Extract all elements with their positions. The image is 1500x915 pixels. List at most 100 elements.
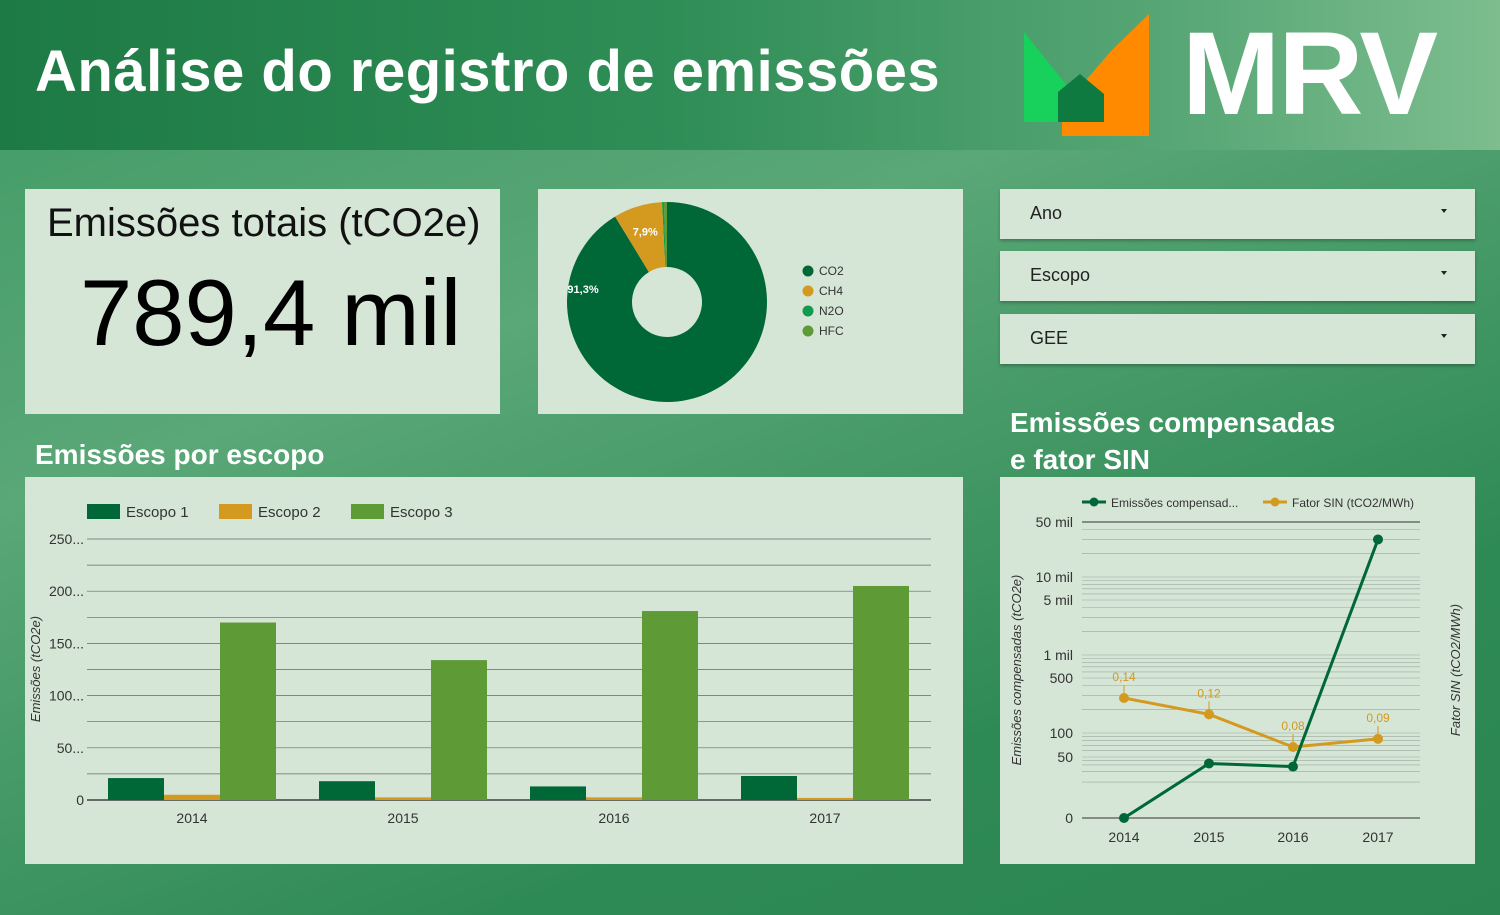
chevron-down-icon <box>1441 334 1447 338</box>
bar-escopo-1-2014 <box>108 778 164 800</box>
point-fator-sin-2015 <box>1204 709 1214 720</box>
gas-donut-panel: 7,9% 91,3% CO2 CH4 N2O HFC <box>538 189 963 414</box>
line-fator-sin <box>1123 696 1379 749</box>
scope-bar-chart: 0 50... 100... 150... 200... 250... Emissões (… <box>28 504 931 826</box>
y-axis-label: Emissões (tCO2e) <box>28 616 43 722</box>
legend-label: Escopo 1 <box>126 504 189 521</box>
legend-marker <box>802 285 814 297</box>
y-tick-label: 50 <box>1057 749 1073 765</box>
y-tick-label: 150... <box>49 635 84 651</box>
gas-donut-chart: 7,9% 91,3% CO2 CH4 N2O HFC <box>567 201 844 402</box>
mrv-logo-mark <box>1024 14 1149 136</box>
donut-data-label: 7,9% <box>633 226 658 238</box>
chevron-down-icon <box>1441 271 1447 275</box>
legend-marker <box>802 325 814 337</box>
data-label-fator-sin: 0,09 <box>1366 711 1390 725</box>
scope-filter-dropdown[interactable]: Escopo <box>1000 251 1475 301</box>
compensated-line-panel: 0 50 100 500 1 mil 5 mil 10 mil 50 mil Emissões … <box>1000 477 1475 864</box>
legend-label: CH4 <box>819 284 843 298</box>
bar-escopo-2-2015 <box>375 797 431 800</box>
bar-escopo-2-2014 <box>164 794 220 800</box>
x-tick-label: 2014 <box>176 810 207 826</box>
y-tick-label: 50... <box>57 740 84 756</box>
x-tick-label: 2015 <box>1193 829 1224 845</box>
donut-slice-n2o <box>661 202 666 268</box>
y-tick-label: 250... <box>49 531 84 547</box>
y-tick-label: 500 <box>1050 670 1074 686</box>
bar-escopo-1-2017 <box>741 775 797 800</box>
gas-filter-dropdown[interactable]: GEE <box>1000 314 1475 364</box>
legend-swatch <box>219 504 252 519</box>
point-fator-sin-2017 <box>1373 733 1383 744</box>
legend-swatch <box>351 504 384 519</box>
bar-escopo-3-2015 <box>431 660 487 800</box>
bar-escopo-2-2016 <box>586 797 642 800</box>
y-tick-label: 0 <box>76 792 84 808</box>
x-tick-label: 2014 <box>1108 829 1139 845</box>
bar-escopo-1-2015 <box>319 781 375 800</box>
point-emissoes-compensadas-2016 <box>1288 761 1298 772</box>
dropdown-label: GEE <box>1030 328 1069 348</box>
y-tick-label: 200... <box>49 583 84 599</box>
bar-escopo-1-2016 <box>530 786 586 800</box>
bar-escopo-3-2014 <box>220 622 276 800</box>
legend-marker <box>1270 497 1280 507</box>
bar-escopo-3-2017 <box>853 585 909 800</box>
compensated-section-title-line2: e fator SIN <box>1010 444 1151 475</box>
donut-data-label: 91,3% <box>567 284 598 296</box>
legend-label: N2O <box>819 304 844 318</box>
dropdown-label: Ano <box>1030 203 1063 223</box>
bar-escopo-2-2017 <box>797 797 853 800</box>
scope-bar-panel: 0 50... 100... 150... 200... 250... Emissões (… <box>25 477 963 864</box>
point-fator-sin-2014 <box>1119 693 1129 703</box>
x-tick-label: 2016 <box>1277 829 1308 845</box>
donut-slice-hfc <box>663 202 667 268</box>
y-tick-label: 10 mil <box>1036 569 1073 585</box>
legend-swatch <box>87 504 120 519</box>
kpi-label: Emissões totais (tCO2e) <box>47 201 481 245</box>
donut-slice-ch4 <box>615 202 666 273</box>
y-tick-label: 100 <box>1050 725 1074 741</box>
line-emissoes-compensadas <box>1123 538 1380 820</box>
legend-marker <box>802 265 814 277</box>
legend-label: CO2 <box>819 264 844 278</box>
data-label-fator-sin: 0,08 <box>1281 719 1305 733</box>
legend-marker <box>1089 497 1099 507</box>
y-tick-label: 100... <box>49 688 84 704</box>
y-tick-label: 50 mil <box>1036 514 1073 530</box>
kpi-card: Emissões totais (tCO2e) 789,4 mil <box>25 189 500 414</box>
donut-slice-co2 <box>567 201 767 402</box>
y-tick-label: 1 mil <box>1043 647 1073 663</box>
point-emissoes-compensadas-2015 <box>1204 758 1214 769</box>
bar-escopo-3-2016 <box>642 611 698 800</box>
year-filter-dropdown[interactable]: Ano <box>1000 189 1475 239</box>
legend-label: Fator SIN (tCO2/MWh) <box>1292 496 1414 510</box>
kpi-value: 789,4 mil <box>80 260 462 365</box>
dropdown-label: Escopo <box>1030 265 1091 285</box>
header-bar <box>0 0 1500 150</box>
point-fator-sin-2016 <box>1288 742 1298 752</box>
legend-label: Emissões compensad... <box>1111 496 1238 510</box>
legend-label: Escopo 2 <box>258 504 321 521</box>
point-emissoes-compensadas-2017 <box>1373 534 1383 545</box>
compensated-line-chart: 0 50 100 500 1 mil 5 mil 10 mil 50 mil Emissões … <box>1009 496 1463 845</box>
x-tick-label: 2017 <box>1362 829 1393 845</box>
data-label-fator-sin: 0,14 <box>1112 670 1136 684</box>
mrv-logo-text: MRV <box>1182 8 1438 140</box>
y-axis-left-label: Emissões compensadas (tCO2e) <box>1009 575 1024 766</box>
compensated-section-title-line1: Emissões compensadas <box>1010 407 1336 438</box>
x-tick-label: 2017 <box>809 810 840 826</box>
legend-label: Escopo 3 <box>390 504 453 521</box>
data-label-fator-sin: 0,12 <box>1197 686 1221 700</box>
page-title: Análise do registro de emissões <box>35 39 941 104</box>
y-tick-label: 0 <box>1065 810 1073 826</box>
legend-marker <box>802 305 814 317</box>
scope-section-title: Emissões por escopo <box>35 439 325 470</box>
point-emissoes-compensadas-2014 <box>1119 813 1129 823</box>
x-tick-label: 2015 <box>387 810 418 826</box>
legend-label: HFC <box>819 324 844 338</box>
chevron-down-icon <box>1441 209 1447 213</box>
x-tick-label: 2016 <box>598 810 629 826</box>
y-axis-right-label: Fator SIN (tCO2/MWh) <box>1448 604 1463 736</box>
y-tick-label: 5 mil <box>1043 592 1073 608</box>
